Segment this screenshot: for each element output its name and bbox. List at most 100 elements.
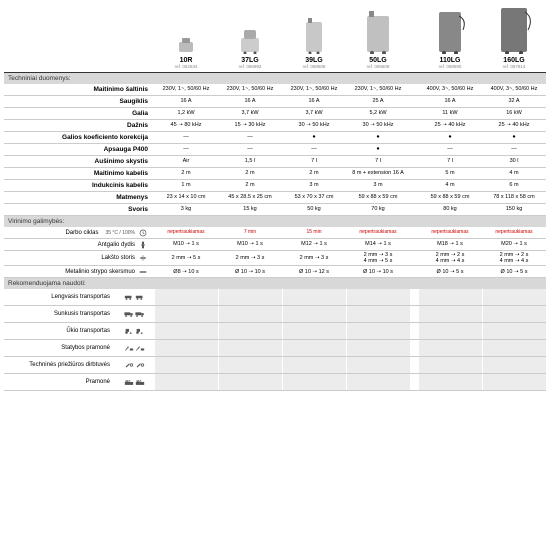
spec-cell: 3 m: [282, 181, 346, 189]
product-ref: ref. 055509: [347, 64, 409, 69]
spec-cell: 23 x 14 x 10 cm: [154, 193, 218, 201]
spec-cell: 16 A: [154, 97, 218, 105]
spec-cell: 5,2 kW: [346, 109, 410, 117]
rec-cell: [282, 289, 346, 305]
spec-cell: 400V, 3~, 50/60 Hz: [482, 85, 546, 93]
spec-cell: 70 kg: [346, 205, 410, 213]
rec-row: Techninės priežiūros dirbtuvės: [4, 357, 546, 374]
rec-cell: [418, 323, 482, 339]
row-label: Apsauga P400: [4, 146, 154, 153]
product-image: [154, 4, 218, 54]
spec-cell: ●: [346, 145, 410, 153]
spec-cell: 2 mm ➝ 2 s4 mm ➝ 4 s: [418, 251, 482, 265]
rec-cell: [282, 306, 346, 322]
spec-cell: 2 m: [154, 169, 218, 177]
rec-cell: [154, 374, 218, 390]
spec-cell: 30 ➝ 50 kHz: [346, 121, 410, 129]
rec-cell: [218, 289, 282, 305]
rec-rows: Lengvasis transportasSunkusis transporta…: [4, 289, 546, 391]
table-row: Galios koeficiento korekcija——●●●●: [4, 132, 546, 144]
table-row: Saugiklis16 A16 A16 A25 A16 A32 A: [4, 96, 546, 108]
rec-cell: [482, 374, 546, 390]
product-image: [418, 4, 482, 54]
row-label: Pramonė: [4, 379, 114, 385]
spec-cell: 2 m: [218, 169, 282, 177]
product-name: 39LG: [283, 57, 345, 64]
row-label: Metalinio strypo skersmuo: [4, 268, 154, 276]
rec-cell: [418, 357, 482, 373]
spec-cell: 150 kg: [482, 205, 546, 213]
cycle-label: Darbo ciklas: [65, 230, 98, 236]
spec-cell: 80 kg: [418, 205, 482, 213]
row-label: Statybos pramonė: [4, 345, 114, 351]
spec-cell: M20 ➝ 1 s: [482, 240, 546, 248]
rec-cell: [482, 357, 546, 373]
rec-cell: [482, 306, 546, 322]
spec-cell: 1,2 kW: [154, 109, 218, 117]
spec-cell: —: [154, 145, 218, 153]
spec-cell: 16 A: [218, 97, 282, 105]
cycle-icon: [138, 229, 148, 237]
spec-cell: 2 mm ➝ 3 s4 mm ➝ 5 s: [346, 251, 410, 265]
spec-cell: 2 m: [282, 169, 346, 177]
spec-cell: 50 kg: [282, 205, 346, 213]
cycle-cell: nepertraukiamas: [346, 229, 410, 237]
section-tech-title: Techniniai duomenys:: [4, 73, 546, 84]
cycle-row: Darbo ciklas35 °C / 100% nepertraukiamas…: [4, 227, 546, 239]
table-row: Metalinio strypo skersmuoØ8 ➝ 10 sØ 10 ➝…: [4, 266, 546, 278]
spec-cell: 15 kg: [218, 205, 282, 213]
row-icon: [114, 293, 154, 301]
section-rec-title: Rekomenduojama naudoti:: [4, 278, 546, 289]
spec-cell: —: [218, 133, 282, 141]
spec-cell: 16 A: [282, 97, 346, 105]
spec-cell: 16 A: [418, 97, 482, 105]
rec-cell: [282, 340, 346, 356]
product-name: 110LG: [419, 57, 481, 64]
heat-rows: Antgalio dydisM10 ➝ 1 sM10 ➝ 1 sM12 ➝ 1 …: [4, 239, 546, 278]
rec-cell: [154, 357, 218, 373]
cycle-cell: 15 min: [282, 229, 346, 237]
rec-cell: [218, 340, 282, 356]
table-row: Indukcinis kabelis1 m2 m3 m3 m4 m6 m: [4, 180, 546, 192]
spec-cell: 78 x 118 x 58 cm: [482, 193, 546, 201]
spec-cell: 3 m: [346, 181, 410, 189]
spec-cell: —: [154, 133, 218, 141]
table-row: Lakšto storis2 mm ➝ 5 s2 mm ➝ 3 s2 mm ➝ …: [4, 251, 546, 266]
spec-cell: 3 kg: [154, 205, 218, 213]
table-row: Apsauga P400———●——: [4, 144, 546, 156]
spec-cell: Ø 10 ➝ 10 s: [218, 268, 282, 276]
spec-cell: 15 ➝ 30 kHz: [218, 121, 282, 129]
rec-row: Statybos pramonė: [4, 340, 546, 357]
cycle-cell: nepertraukiamas: [482, 229, 546, 237]
spec-cell: 30 l: [482, 157, 546, 165]
spec-cell: 230V, 1~, 50/60 Hz: [346, 85, 410, 93]
spec-cell: —: [218, 145, 282, 153]
rec-cell: [218, 306, 282, 322]
spec-cell: 2 mm ➝ 3 s: [218, 254, 282, 262]
table-row: Dažnis45 ➝ 80 kHz15 ➝ 30 kHz30 ➝ 50 kHz3…: [4, 120, 546, 132]
product-name: 50LG: [347, 57, 409, 64]
spec-cell: —: [482, 145, 546, 153]
spec-cell: 59 x 88 x 59 cm: [418, 193, 482, 201]
rec-cell: [346, 374, 410, 390]
row-icon: [114, 361, 154, 369]
table-row: Galia1,2 kW3,7 kW3,7 kW5,2 kW11 kW16 kW: [4, 108, 546, 120]
product-image: [282, 4, 346, 54]
table-row: Matmenys23 x 14 x 10 cm45 x 28.5 x 25 cm…: [4, 192, 546, 204]
row-label: Sunkusis transportas: [4, 311, 114, 317]
product-ref: ref. 058505: [283, 64, 345, 69]
rec-cell: [282, 323, 346, 339]
rec-cell: [418, 306, 482, 322]
product-headers: 10Rref. 052534 37LGref. 056992 39LGref. …: [4, 54, 546, 73]
rec-cell: [218, 374, 282, 390]
spec-cell: Air: [154, 157, 218, 165]
rec-row: Pramonė: [4, 374, 546, 391]
spec-cell: 1,5 l: [218, 157, 282, 165]
cycle-cell: nepertraukiamas: [154, 229, 218, 237]
spec-cell: 230V, 1~, 50/60 Hz: [218, 85, 282, 93]
product-image: [346, 4, 410, 54]
rec-cell: [154, 289, 218, 305]
row-icon: [114, 327, 154, 335]
rec-cell: [482, 340, 546, 356]
table-row: Antgalio dydisM10 ➝ 1 sM10 ➝ 1 sM12 ➝ 1 …: [4, 239, 546, 251]
